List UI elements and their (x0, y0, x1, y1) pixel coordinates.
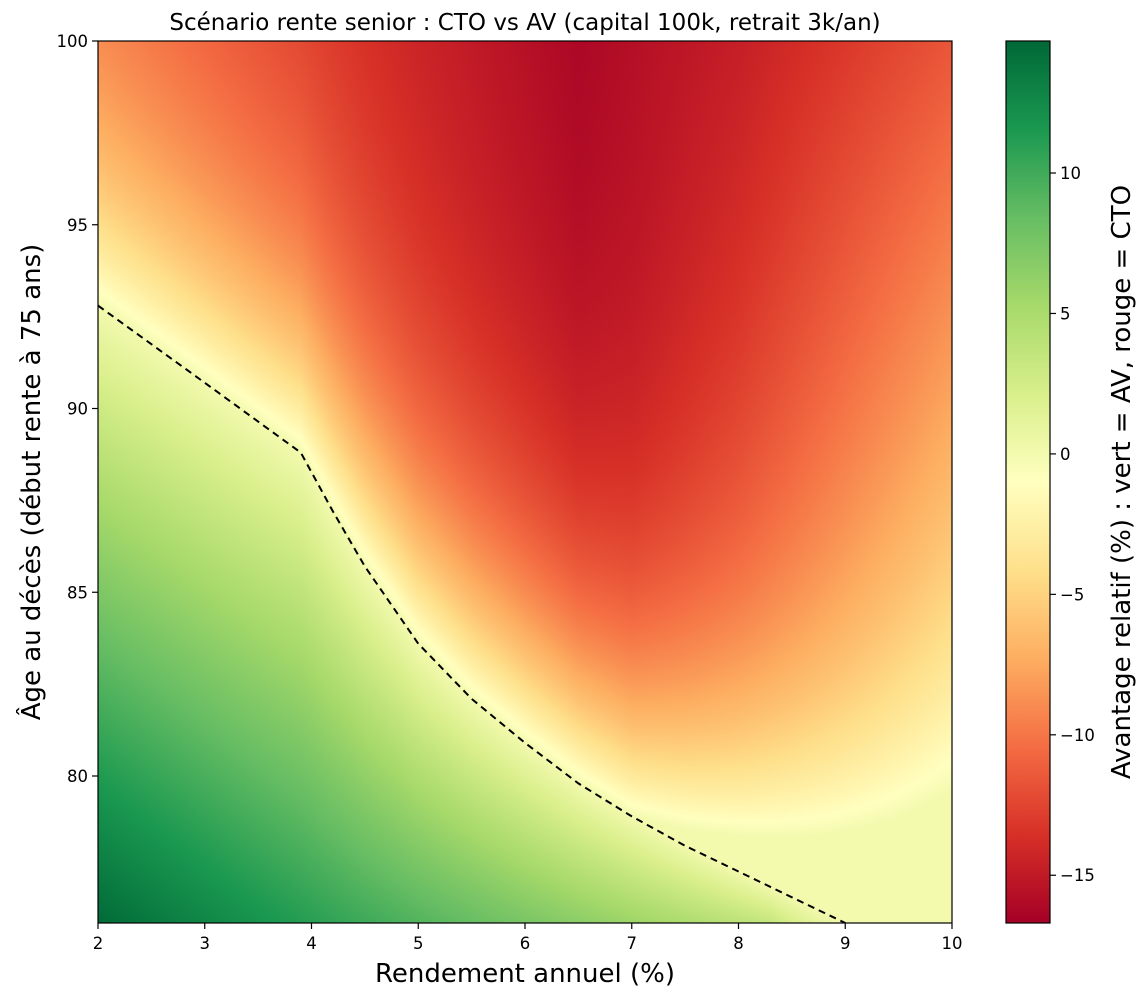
x-axis-label: Rendement annuel (%) (375, 959, 675, 989)
x-axis: 2 3 4 5 6 7 8 9 10 (93, 923, 963, 953)
colorbar-frame (1005, 40, 1051, 924)
x-tick-label: 9 (840, 934, 851, 953)
y-tick-label: 90 (67, 400, 88, 419)
colorbar-tick-label: 10 (1060, 164, 1081, 183)
y-tick-label: 80 (67, 767, 88, 786)
x-tick-label: 6 (520, 934, 531, 953)
x-tick-label: 10 (942, 934, 963, 953)
x-tick-label: 4 (306, 934, 317, 953)
x-tick-label: 3 (200, 934, 211, 953)
colorbar (1006, 41, 1050, 923)
x-tick-label: 2 (93, 934, 104, 953)
colorbar-tick-label: 5 (1060, 304, 1071, 323)
colorbar-label: Avantage relatif (%) : vert = AV, rouge … (1107, 185, 1137, 779)
x-tick-label: 7 (627, 934, 638, 953)
colorbar-tick-label: −15 (1060, 866, 1095, 885)
y-tick-label: 95 (67, 216, 88, 235)
y-tick-label: 100 (57, 32, 89, 51)
x-tick-label: 8 (733, 934, 744, 953)
y-axis: 80 85 90 95 100 (57, 32, 98, 786)
colorbar-tick-label: 0 (1060, 445, 1071, 464)
y-tick-label: 85 (67, 583, 88, 602)
heatmap-raster (98, 41, 952, 923)
colorbar-tick-label: −10 (1060, 726, 1095, 745)
chart-title: Scénario rente senior : CTO vs AV (capit… (169, 10, 880, 36)
y-axis-label: Âge au décès (début rente à 75 ans) (15, 244, 47, 721)
colorbar-axis: −15 −10 −5 0 5 10 (1050, 164, 1095, 885)
colorbar-tick-label: −5 (1060, 585, 1084, 604)
x-tick-label: 5 (413, 934, 424, 953)
